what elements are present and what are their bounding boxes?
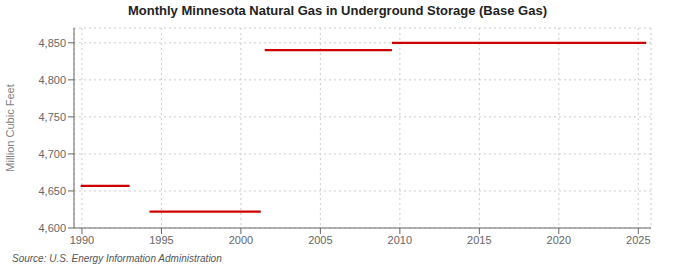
svg-text:4,650: 4,650	[38, 185, 66, 197]
svg-text:1995: 1995	[149, 234, 173, 246]
svg-text:4,700: 4,700	[38, 148, 66, 160]
svg-text:2025: 2025	[626, 234, 650, 246]
svg-text:2000: 2000	[229, 234, 253, 246]
svg-text:4,750: 4,750	[38, 111, 66, 123]
svg-text:Million Cubic Feet: Million Cubic Feet	[8, 84, 16, 171]
svg-text:2015: 2015	[467, 234, 491, 246]
svg-text:2010: 2010	[388, 234, 412, 246]
html-text:Source: U.S. Energy Informatio: Source: U.S. Energy Information Administ…	[12, 253, 222, 264]
svg-text:4,800: 4,800	[38, 74, 66, 86]
html-text:Monthly Minnesota Natural Gas: Monthly Minnesota Natural Gas in Undergr…	[128, 3, 547, 18]
svg-text:4,600: 4,600	[38, 222, 66, 234]
svg-text:4,850: 4,850	[38, 37, 66, 49]
svg-text:1990: 1990	[70, 234, 94, 246]
svg-text:2005: 2005	[308, 234, 332, 246]
svg-text:2020: 2020	[547, 234, 571, 246]
